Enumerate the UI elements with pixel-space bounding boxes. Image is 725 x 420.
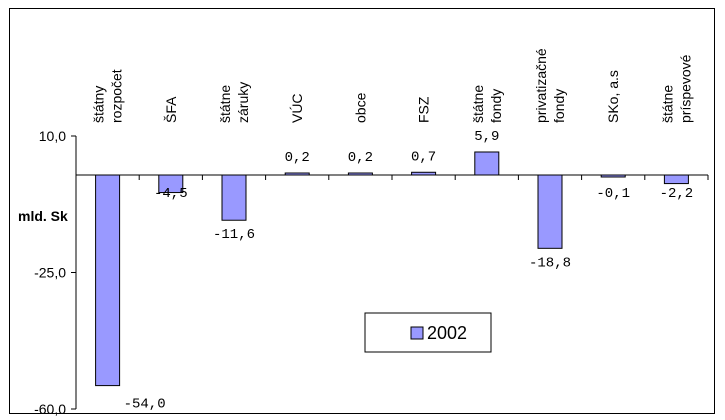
data-label: -0,1: [596, 186, 630, 202]
bar: [600, 174, 626, 178]
bar: [663, 174, 689, 185]
data-label: -2,2: [660, 186, 694, 202]
y-tick-labels: 10,0 -25,0 -60,0: [34, 128, 66, 417]
bar: [537, 174, 563, 249]
data-labels: -54,0 -4,5 -11,6 0,2 0,2 0,7 5,9 -18,8 -0,1 -2,2: [124, 129, 694, 413]
data-label: 0,7: [411, 149, 436, 165]
data-label: 0,2: [285, 150, 310, 166]
data-label: -54,0: [124, 397, 166, 413]
y-tick-label: -60,0: [34, 401, 66, 417]
y-tick-label: 10,0: [39, 128, 66, 144]
legend-box: [364, 312, 492, 353]
bars: [95, 151, 689, 387]
data-label: -18,8: [529, 255, 571, 271]
data-label: 5,9: [474, 129, 499, 145]
bar: [221, 174, 247, 221]
bar: [284, 172, 310, 176]
bar: [347, 172, 373, 176]
chart-frame: [9, 8, 715, 414]
bar: [474, 151, 500, 176]
legend-swatch: [410, 326, 424, 340]
category-label: štátny: [91, 86, 107, 123]
category-label: obce: [352, 92, 368, 123]
category-labels: štátny rozpočet ŠFA štátne záruky VÚC obce FSZ š…: [91, 48, 694, 123]
category-label: fondy: [488, 89, 504, 123]
data-label: 0,2: [348, 150, 373, 166]
category-label: štátne: [659, 85, 675, 123]
category-label: záruky: [235, 82, 251, 123]
category-label: rozpočet: [109, 69, 125, 123]
category-label: ŠFA: [163, 96, 179, 123]
data-label: -11,6: [213, 227, 255, 243]
y-axis-unit-label: mld. Sk: [18, 208, 68, 224]
legend-label: 2002: [427, 323, 467, 343]
legend: 2002: [364, 312, 492, 353]
category-label: fondy: [551, 89, 567, 123]
category-label: štátne: [217, 85, 233, 123]
bar: [158, 174, 184, 194]
category-label: SKo, a.s: [605, 70, 621, 123]
category-label: FSZ: [416, 96, 432, 123]
category-label: privatizačné: [533, 48, 549, 123]
category-label: VÚC: [289, 93, 305, 123]
category-label: štátne: [470, 85, 486, 123]
bar: [95, 174, 121, 387]
data-label: -4,5: [154, 186, 188, 202]
bar: [411, 171, 437, 176]
y-tick-label: -25,0: [34, 265, 66, 281]
category-label: príspevové: [677, 54, 693, 123]
